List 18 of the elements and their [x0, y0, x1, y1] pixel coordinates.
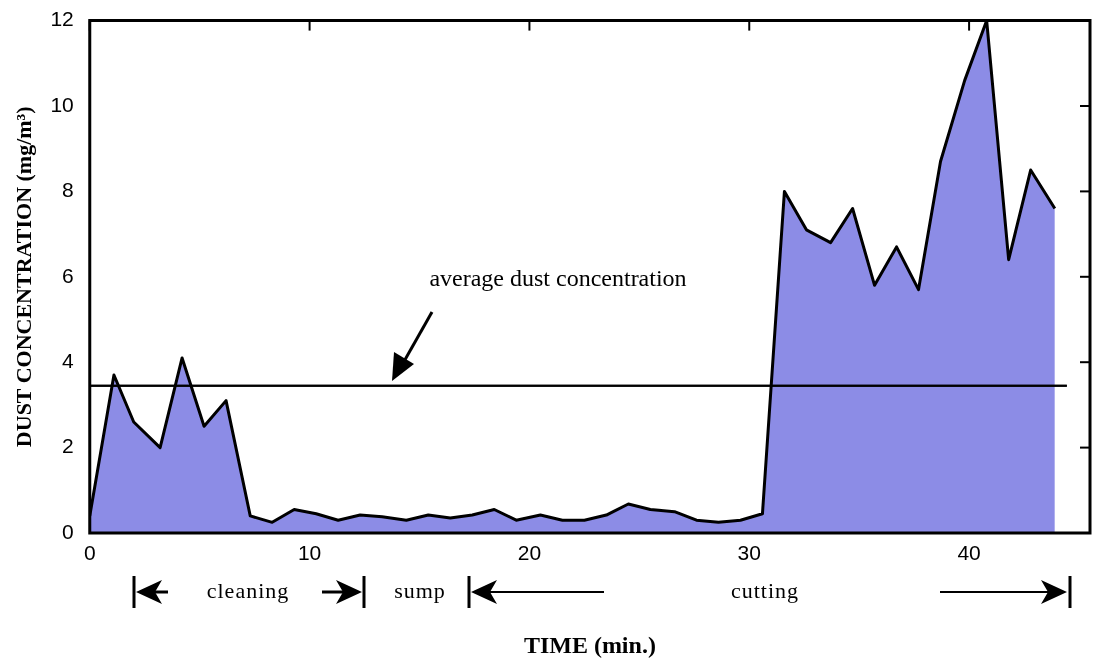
text: sump [394, 578, 446, 604]
ref-line-label: average dust concentration [429, 264, 687, 291]
x-axis-title: TIME (min.) [523, 631, 656, 658]
y-tick-label: 0 [62, 519, 74, 543]
y-tick-label: 2 [62, 434, 74, 458]
x-tick-label: 0 [83, 541, 96, 565]
x-tick-label: 30 [737, 541, 761, 565]
x-tick-label: 40 [957, 541, 981, 565]
text: cleaning [206, 578, 290, 604]
text: cutting [730, 578, 800, 604]
y-tick-label: 10 [50, 92, 74, 116]
x-tick-label: 10 [297, 541, 322, 565]
y-tick-label: 8 [62, 178, 74, 202]
x-tick-label: 20 [517, 541, 542, 565]
y-tick-label: 4 [62, 349, 75, 372]
y-tick-label: 12 [50, 7, 74, 31]
y-tick-label: 6 [62, 263, 74, 287]
y-axis-title: DUST CONCENTRATION (mg/m³) [10, 106, 36, 448]
